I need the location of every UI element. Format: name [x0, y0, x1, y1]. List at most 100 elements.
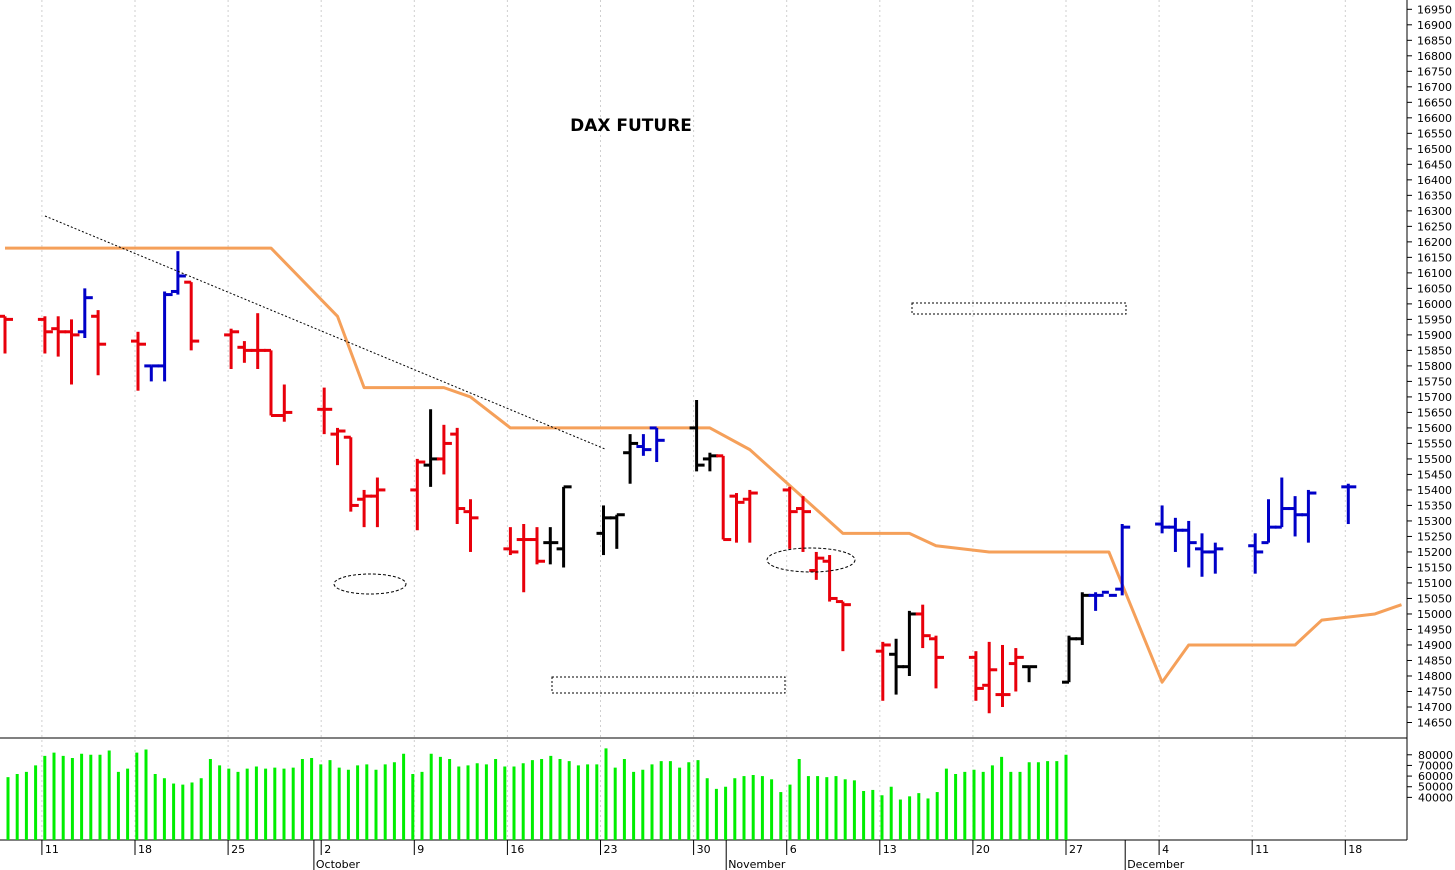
- y-tick-label: 16850: [1417, 34, 1452, 47]
- price-bar: [330, 427, 346, 466]
- price-bar: [1261, 499, 1277, 545]
- price-bar: [649, 426, 665, 463]
- y-tick-label: 16600: [1417, 112, 1452, 125]
- price-bar: [623, 434, 639, 484]
- price-bar: [1301, 489, 1317, 543]
- x-tick-label: 27: [1069, 843, 1083, 856]
- price-bar: [157, 291, 173, 382]
- y-tick-label: 15000: [1417, 608, 1452, 621]
- volume-tick-label: 60000: [1418, 770, 1453, 783]
- y-tick-label: 16750: [1417, 65, 1452, 78]
- y-tick-label: 14750: [1417, 685, 1452, 698]
- price-bar: [968, 651, 984, 701]
- price-bar: [184, 280, 200, 351]
- y-tick-label: 15650: [1417, 406, 1452, 419]
- price-bar: [596, 505, 612, 556]
- price-bar: [902, 610, 918, 676]
- x-tick-label: 6: [790, 843, 797, 856]
- y-tick-label: 16500: [1417, 143, 1452, 156]
- price-bar: [742, 489, 758, 543]
- dotted-rectangle: [911, 302, 1127, 315]
- price-bar: [796, 496, 811, 552]
- x-tick-label: 2: [324, 843, 331, 856]
- chart-title: DAX FUTURE: [570, 116, 692, 136]
- x-tick-label: 16: [510, 843, 524, 856]
- y-tick-label: 16450: [1417, 158, 1452, 171]
- moving-average-line: [5, 246, 1402, 684]
- y-tick-label: 15450: [1417, 468, 1452, 481]
- y-tick-label: 15350: [1417, 499, 1452, 512]
- price-bar: [702, 452, 718, 472]
- y-tick-label: 16000: [1417, 298, 1452, 311]
- price-bar: [1075, 592, 1091, 645]
- y-tick-label: 16050: [1417, 282, 1452, 295]
- x-month-label: December: [1127, 858, 1185, 870]
- y-tick-label: 16350: [1417, 189, 1452, 202]
- price-bar: [423, 409, 439, 487]
- price-bar: [463, 499, 479, 552]
- y-tick-label: 14700: [1417, 701, 1452, 714]
- price-bar: [835, 600, 851, 652]
- price-bar: [1008, 648, 1024, 692]
- dotted-trendline: [44, 215, 606, 450]
- y-tick-label: 14650: [1417, 716, 1452, 729]
- price-bar: [277, 384, 293, 422]
- price-bar: [1248, 533, 1264, 574]
- price-bar: [237, 341, 253, 363]
- price-bar: [1022, 665, 1038, 683]
- y-tick-label: 16150: [1417, 251, 1452, 264]
- price-bar: [77, 288, 93, 338]
- y-tick-label: 15300: [1417, 515, 1452, 528]
- price-bar: [530, 527, 545, 565]
- price-bar: [450, 427, 466, 525]
- price-bar: [716, 454, 732, 542]
- x-tick-label: 11: [45, 843, 59, 856]
- price-bar: [1208, 542, 1224, 574]
- price-bar: [729, 493, 745, 543]
- annotations: [44, 215, 1127, 694]
- price-bar: [410, 458, 426, 531]
- y-tick-label: 16250: [1417, 220, 1452, 233]
- price-bar: [875, 641, 891, 701]
- price-bar: [782, 486, 798, 549]
- x-tick-label: 18: [138, 843, 152, 856]
- price-bar: [357, 489, 373, 528]
- dotted-ellipse: [766, 547, 856, 573]
- y-tick-label: 14900: [1417, 639, 1452, 652]
- y-tick-label: 15750: [1417, 375, 1452, 388]
- y-tick-label: 15400: [1417, 484, 1452, 497]
- x-tick-label: 23: [604, 843, 618, 856]
- price-bar: [1181, 520, 1197, 568]
- y-tick-label: 15500: [1417, 453, 1452, 466]
- volume-tick-label: 50000: [1418, 781, 1453, 794]
- ma-line: [5, 246, 1402, 684]
- price-bar: [1088, 592, 1104, 611]
- x-tick-label: 4: [1162, 843, 1169, 856]
- price-bar: [64, 319, 80, 385]
- grid-lines: [41, 0, 1346, 840]
- price-bars: [0, 251, 1357, 714]
- y-tick-label: 16100: [1417, 267, 1452, 280]
- price-bar: [809, 551, 825, 580]
- price-bar: [1168, 517, 1184, 552]
- y-tick-label: 15050: [1417, 592, 1452, 605]
- price-bar: [516, 524, 532, 593]
- price-bar: [343, 435, 359, 512]
- price-bar: [170, 251, 186, 295]
- price-bar: [317, 387, 333, 435]
- x-tick-label: 9: [417, 843, 424, 856]
- price-bar: [131, 331, 146, 391]
- price-bar: [556, 485, 572, 568]
- price-bar: [995, 644, 1011, 707]
- price-bar: [37, 316, 53, 354]
- x-month-label: October: [316, 858, 360, 870]
- x-tick-label: 20: [976, 843, 990, 856]
- price-bar: [609, 513, 625, 549]
- y-tick-label: 16900: [1417, 19, 1452, 32]
- y-tick-label: 16650: [1417, 96, 1452, 109]
- price-bar: [636, 434, 652, 456]
- price-bar: [1115, 524, 1131, 596]
- price-bar: [915, 604, 931, 649]
- price-bar: [1274, 477, 1290, 529]
